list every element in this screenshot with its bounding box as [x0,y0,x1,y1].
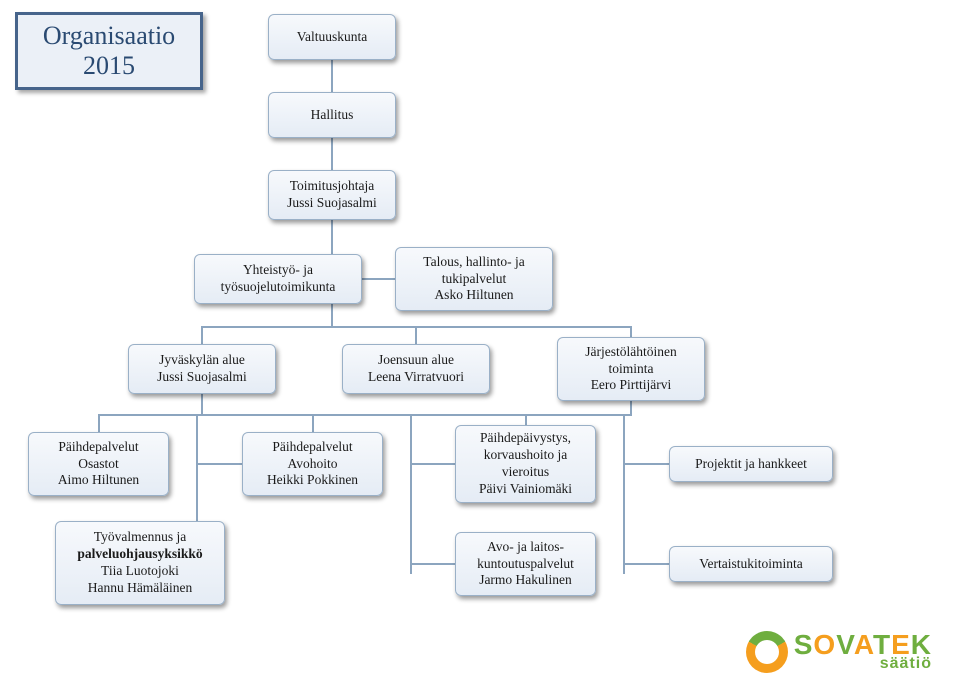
title-line1: Organisaatio [43,21,175,51]
connector [98,414,100,432]
org-node-tyovalmennus: Työvalmennus japalveluohjausyksikköTiia … [55,521,225,605]
org-node-line: Avohoito [288,456,338,473]
org-node-paihde_osastot: PäihdepalvelutOsastotAimo Hiltunen [28,432,169,496]
org-node-projektit: Projektit ja hankkeet [669,446,833,482]
connector [624,414,632,416]
org-node-line: toiminta [609,361,654,378]
connector [98,414,625,416]
connector [201,394,203,414]
org-node-line: Päihdepalvelut [272,439,352,456]
org-node-jyvaskyla: Jyväskylän alueJussi Suojasalmi [128,344,276,394]
org-node-line: vieroitus [502,464,549,481]
connector [201,326,203,344]
connector [410,414,412,574]
org-node-line: Vertaistukitoiminta [699,556,803,573]
org-node-line: Heikki Pokkinen [267,472,358,489]
connector [331,138,333,170]
logo-swirl-icon [746,631,788,673]
org-node-line: Päivi Vainiomäki [479,481,572,498]
org-node-line: Jussi Suojasalmi [287,195,377,212]
connector [312,414,314,432]
connector [196,463,242,465]
org-node-line: palveluohjausyksikkö [77,546,202,563]
logo-word: SOVATEK [794,632,932,657]
connector [415,326,417,344]
org-node-line: Leena Virratvuori [368,369,464,386]
title-line2: 2015 [83,51,135,81]
connector [410,463,455,465]
connector [623,463,669,465]
connector [362,278,395,280]
connector [630,326,632,337]
org-node-line: Toimitusjohtaja [290,178,375,195]
logo-wordmark: SOVATEKsäätiö [794,632,932,672]
org-node-valtuuskunta: Valtuuskunta [268,14,396,60]
connector [623,414,625,574]
connector [410,563,455,565]
org-node-line: kuntoutuspalvelut [477,556,574,573]
org-node-paihde_avo: PäihdepalvelutAvohoitoHeikki Pokkinen [242,432,383,496]
org-node-line: Eero Pirttijärvi [591,377,672,394]
org-node-line: Tiia Luotojoki [101,563,179,580]
connector [630,401,632,414]
org-node-line: Päihdepäivystys, [480,430,571,447]
org-node-line: Joensuun alue [378,352,454,369]
org-node-line: Jyväskylän alue [159,352,245,369]
org-node-jarjesto: JärjestölähtöinentoimintaEero Pirttijärv… [557,337,705,401]
org-node-line: Järjestölähtöinen [585,344,676,361]
org-node-toimitusjohtaja: ToimitusjohtajaJussi Suojasalmi [268,170,396,220]
org-chart-canvas: Organisaatio2015 Valtuuskunta Hallitus Toim… [0,0,960,691]
org-node-line: Projektit ja hankkeet [695,456,807,473]
org-node-joensuu: Joensuun alueLeena Virratvuori [342,344,490,394]
org-node-line: Aimo Hiltunen [58,472,139,489]
connector [331,220,333,254]
org-node-line: Jussi Suojasalmi [157,369,247,386]
org-node-vertaistuki: Vertaistukitoiminta [669,546,833,582]
org-node-line: Asko Hiltunen [434,287,513,304]
sovatek-logo: SOVATEKsäätiö [746,631,932,673]
org-node-hallitus: Hallitus [268,92,396,138]
connector [331,304,333,326]
org-node-line: Hannu Hämäläinen [88,580,193,597]
org-node-line: Työvalmennus ja [94,529,186,546]
org-node-paihdepvs: Päihdepäivystys,korvaushoito javieroitus… [455,425,596,503]
org-node-line: Talous, hallinto- ja [423,254,524,271]
org-node-line: Jarmo Hakulinen [479,572,572,589]
org-node-line: Osastot [78,456,119,473]
chart-title: Organisaatio2015 [15,12,203,90]
org-node-line: tukipalvelut [442,271,507,288]
org-node-line: Yhteistyö- ja [243,262,313,279]
org-node-yhteistyo: Yhteistyö- jatyösuojelutoimikunta [194,254,362,304]
org-node-line: työsuojelutoimikunta [221,279,336,296]
logo-subword: säätiö [880,657,932,671]
connector [331,60,333,92]
org-node-talous: Talous, hallinto- jatukipalvelutAsko Hil… [395,247,553,311]
org-node-line: Avo- ja laitos- [487,539,564,556]
org-node-line: Hallitus [311,107,354,124]
org-node-line: Päihdepalvelut [58,439,138,456]
org-node-avo_laitos: Avo- ja laitos-kuntoutuspalvelutJarmo Ha… [455,532,596,596]
connector [525,414,527,425]
org-node-line: Valtuuskunta [297,29,368,46]
org-node-line: korvaushoito ja [484,447,568,464]
connector [623,563,669,565]
